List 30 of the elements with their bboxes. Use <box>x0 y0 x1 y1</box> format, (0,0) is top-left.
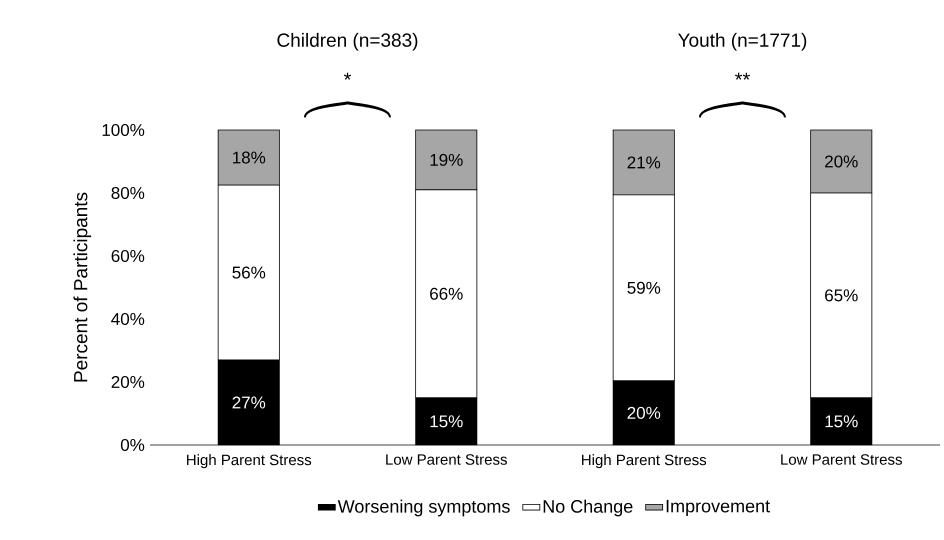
data-label: 66% <box>430 288 463 300</box>
data-label: 19% <box>430 154 463 166</box>
y-axis-title: Percent of Participants <box>73 192 92 382</box>
y-tick-label: 40% <box>111 312 144 326</box>
x-tick-label: Low Parent Stress <box>781 454 902 465</box>
data-label: 27% <box>232 396 266 408</box>
data-label: 18% <box>233 152 266 164</box>
data-label: 20% <box>628 406 660 419</box>
legend-label: Worsening symptoms <box>338 500 510 516</box>
legend-label: No Change <box>544 500 632 516</box>
y-tick-label: 80% <box>112 186 144 200</box>
text: Youth (n=1771) <box>678 32 806 51</box>
data-label: 65% <box>825 289 858 302</box>
y-tick-label: 60% <box>112 250 144 262</box>
data-label: 59% <box>627 282 660 294</box>
data-label: 21% <box>628 156 660 168</box>
legend-label: Improvement <box>666 500 770 516</box>
y-tick-label: 100% <box>102 124 144 136</box>
x-tick-label: High Parent Stress <box>187 454 312 468</box>
x-tick-label: Low Parent Stress <box>386 454 507 465</box>
x-tick-label: High Parent Stress <box>582 454 706 468</box>
y-tick-label: 0% <box>120 438 144 452</box>
text: * <box>344 72 352 80</box>
data-label: 56% <box>232 266 266 279</box>
text: Children (n=383) <box>277 32 418 51</box>
data-label: 15% <box>826 415 858 428</box>
data-label: 15% <box>430 415 463 428</box>
text: ** <box>735 72 750 80</box>
data-label: 20% <box>825 155 858 168</box>
y-tick-label: 20% <box>112 376 144 388</box>
